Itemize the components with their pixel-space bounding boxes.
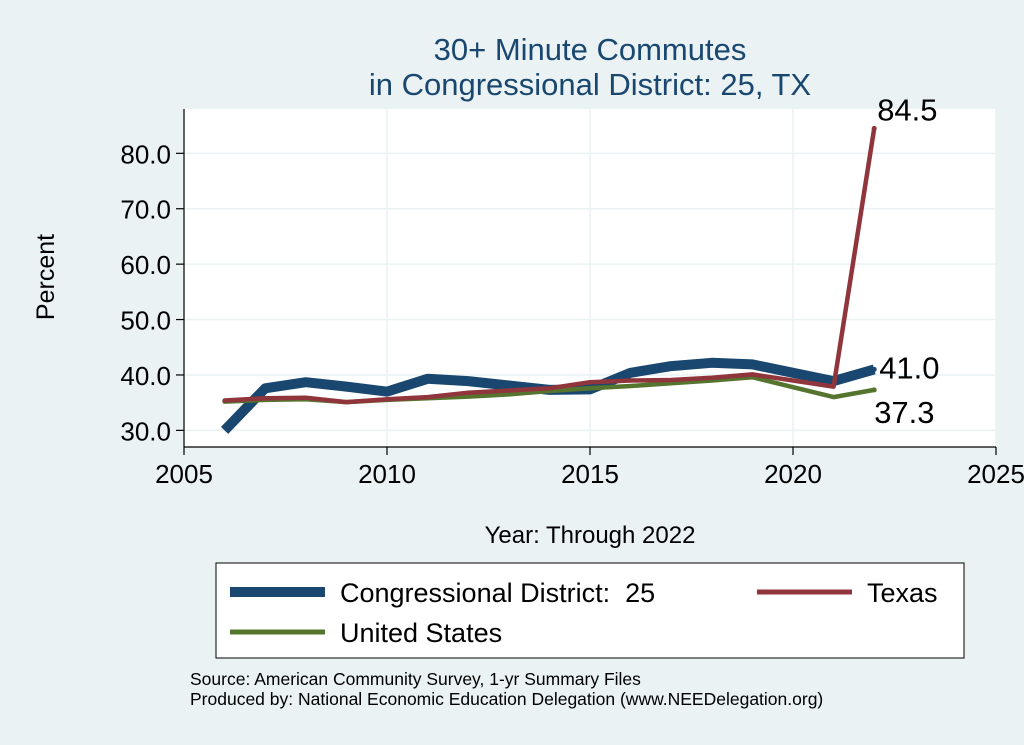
chart-title-line-2: in Congressional District: 25, TX — [369, 67, 812, 102]
data-label-united-states: 37.3 — [874, 395, 934, 430]
y-tick-label: 80.0 — [120, 139, 171, 169]
chart-title-line-1: 30+ Minute Commutes — [434, 32, 747, 67]
footer-notes: Source: American Community Survey, 1-yr … — [190, 669, 823, 709]
data-labels: 84.5 41.0 37.3 — [874, 92, 939, 430]
series-line-united-states-end-marker — [871, 387, 877, 393]
y-tick-label: 30.0 — [120, 416, 171, 446]
legend-box — [215, 562, 965, 659]
series-line-texas — [222, 126, 877, 405]
axes: 30.0 40.0 50.0 60.0 70.0 80.0 2005 2010 2015 2020… — [120, 109, 1024, 489]
x-tick-label: 2005 — [155, 459, 213, 489]
legend-label-united-states: United States — [340, 618, 502, 648]
y-axis-label: Percent — [32, 234, 60, 320]
gridlines — [183, 109, 997, 447]
y-tick-label: 70.0 — [120, 195, 171, 225]
producer-note: Produced by: National Economic Education… — [190, 689, 824, 709]
legend: Congressional District: 25 Texas United … — [215, 562, 965, 659]
x-tick-label: 2010 — [358, 459, 416, 489]
data-label-texas: 84.5 — [877, 92, 937, 127]
y-tick-label: 50.0 — [120, 306, 171, 336]
legend-label-district: Congressional District: 25 — [340, 578, 655, 608]
x-tick-label: 2015 — [561, 459, 619, 489]
y-tick-label: 40.0 — [120, 361, 171, 391]
x-tick-label: 2020 — [764, 459, 822, 489]
source-note: Source: American Community Survey, 1-yr … — [190, 669, 641, 689]
x-axis-label: Year: Through 2022 — [485, 522, 696, 549]
legend-label-texas: Texas — [867, 578, 938, 608]
data-label-district: 41.0 — [879, 350, 939, 385]
series-line-district-end-marker — [871, 366, 877, 372]
series-lines — [221, 125, 877, 434]
series-line-texas-end-marker — [871, 125, 877, 131]
x-tick-label: 2025 — [967, 459, 1024, 489]
y-tick-label: 60.0 — [120, 250, 171, 280]
